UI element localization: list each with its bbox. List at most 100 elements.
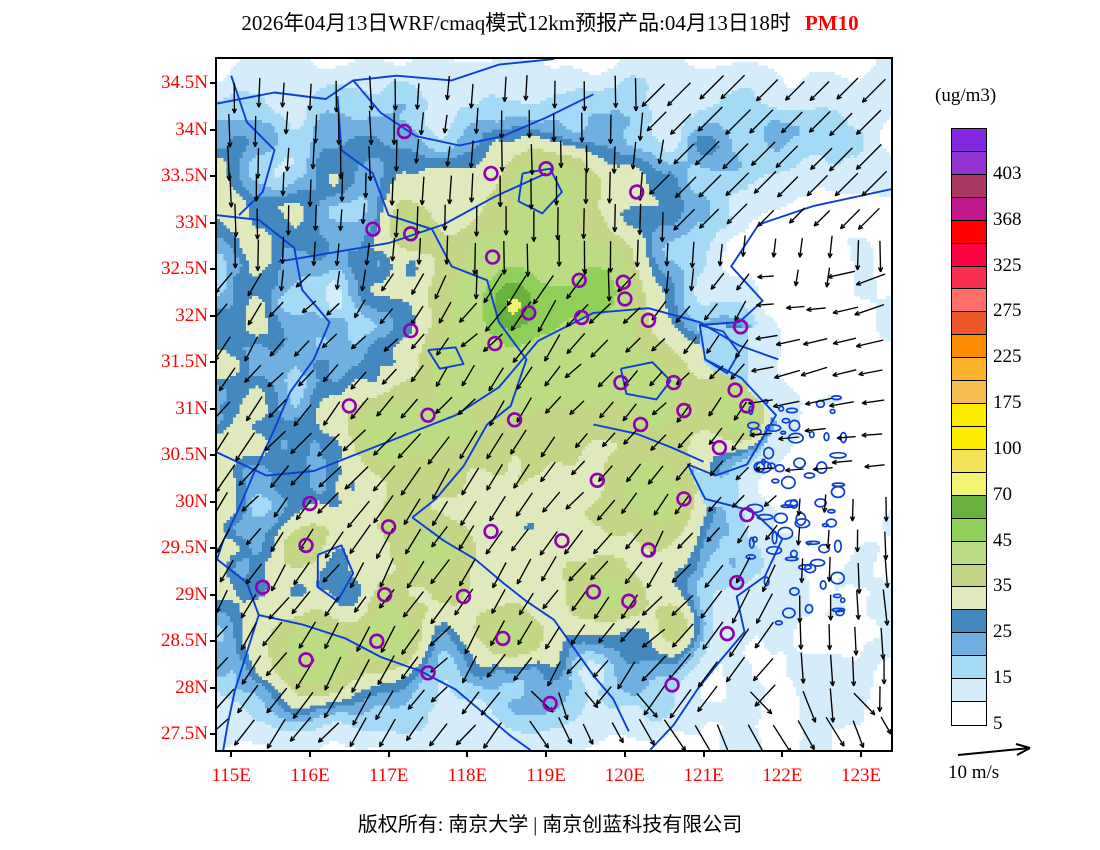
colorbar[interactable] [951, 128, 987, 726]
lat-tick-mark [210, 547, 217, 550]
lat-tick-mark [210, 314, 217, 317]
colorbar-band [952, 197, 986, 221]
lon-tick-label: 118E [447, 765, 488, 786]
colorbar-level-label: 100 [993, 437, 1022, 459]
lat-tick-mark [210, 407, 217, 410]
colorbar-level-label: 325 [993, 254, 1022, 276]
lat-tick-label: 27.5N [161, 723, 208, 745]
lon-tick-label: 122E [762, 765, 803, 786]
lat-tick-label: 28N [175, 676, 208, 698]
colorbar-level-label: 5 [993, 713, 1003, 734]
lat-tick-label: 31.5N [161, 351, 208, 373]
lon-tick-label: 121E [683, 765, 724, 786]
lat-tick-mark [210, 221, 217, 224]
lat-tick-label: 30.5N [161, 444, 208, 466]
pm10-filled-contours [217, 59, 891, 750]
colorbar-band [952, 587, 986, 611]
city-station-markers[interactable] [254, 123, 755, 712]
lon-tick-mark [781, 750, 784, 757]
colorbar-band [952, 174, 986, 198]
colorbar-band [952, 335, 986, 359]
colorbar-level-label: 45 [993, 529, 1012, 551]
lat-tick-label: 31N [175, 397, 208, 419]
lon-tick-mark [230, 750, 233, 757]
lat-tick-label: 32N [175, 304, 208, 326]
colorbar-level-label: 15 [993, 667, 1012, 689]
lon-tick-mark [702, 750, 705, 757]
pm10-contour-map [217, 59, 891, 750]
title-species-label: PM10 [804, 11, 859, 35]
lon-tick-label: 120E [604, 765, 645, 786]
colorbar-band [952, 679, 986, 703]
colorbar-level-label: 25 [993, 621, 1012, 643]
colorbar-band [952, 564, 986, 588]
colorbar-band [952, 289, 986, 313]
lon-tick-label: 117E [368, 765, 409, 786]
lon-tick-label: 116E [290, 765, 330, 786]
lat-tick-mark [210, 128, 217, 131]
lat-tick-label: 29N [175, 583, 208, 605]
lat-tick-label: 34.5N [161, 72, 208, 94]
lat-tick-label: 34N [175, 118, 208, 140]
colorbar-band [952, 312, 986, 336]
lat-tick-label: 33N [175, 211, 208, 233]
lon-tick-mark [860, 750, 863, 757]
colorbar-band [952, 151, 986, 175]
colorbar-level-label: 275 [993, 300, 1022, 322]
map-plot-area[interactable] [215, 57, 893, 752]
lon-tick-mark [545, 750, 548, 757]
colorbar-band [952, 702, 986, 725]
lat-tick-mark [210, 175, 217, 178]
colorbar-level-label: 70 [993, 483, 1012, 505]
colorbar-band [952, 495, 986, 519]
wind-scale-legend: 10 m/s [948, 740, 1088, 788]
colorbar-level-label: 35 [993, 575, 1012, 597]
wind-scale-label: 10 m/s [948, 762, 1000, 783]
lat-tick-mark [210, 593, 217, 596]
colorbar-band [952, 472, 986, 496]
lat-tick-mark [210, 686, 217, 689]
lat-tick-label: 28.5N [161, 630, 208, 652]
lat-tick-label: 30N [175, 490, 208, 512]
lat-tick-label: 33.5N [161, 165, 208, 187]
colorbar-band [952, 358, 986, 382]
copyright-footer: 版权所有: 南京大学 | 南京创蓝科技有限公司 [357, 814, 743, 836]
lat-tick-mark [210, 454, 217, 457]
colorbar-band [952, 449, 986, 473]
lon-tick-label: 123E [841, 765, 882, 786]
colorbar-band [952, 220, 986, 244]
colorbar-band [952, 404, 986, 427]
lon-tick-mark [387, 750, 390, 757]
longitude-axis: 115E 116E 117E 118E 119E 120E 121E 122E 123E [211, 750, 893, 787]
colorbar-band [952, 243, 986, 267]
colorbar-level-label: 175 [993, 392, 1022, 414]
title-text: 2026年04月13日WRF/cmaq模式12km预报产品:04月13日18时 [241, 11, 791, 35]
lat-tick-mark [210, 361, 217, 364]
colorbar-band [952, 518, 986, 542]
lon-tick-mark [466, 750, 469, 757]
lat-tick-mark [210, 500, 217, 503]
wind-vector-field [217, 74, 891, 750]
lon-tick-label: 119E [526, 765, 566, 786]
colorbar-band [952, 381, 986, 405]
colorbar-band [952, 426, 986, 450]
colorbar-band [952, 610, 986, 634]
lon-tick-mark [623, 750, 626, 757]
colorbar-band [952, 129, 986, 152]
lon-tick-label: 115E [211, 765, 251, 786]
lat-tick-mark [210, 82, 217, 85]
colorbar-band [952, 656, 986, 680]
colorbar-tick-labels: 403 368 325 275 225 175 100 70 45 35 25 15 5 [993, 128, 1093, 734]
lon-tick-mark [308, 750, 311, 757]
colorbar-band [952, 266, 986, 290]
page-title: 2026年04月13日WRF/cmaq模式12km预报产品:04月13日18时 P… [0, 7, 1100, 37]
colorbar-level-label: 225 [993, 346, 1022, 368]
lat-tick-label: 32.5N [161, 258, 208, 280]
lat-tick-mark [210, 733, 217, 736]
lat-tick-mark [210, 268, 217, 271]
colorbar-band [952, 541, 986, 565]
lat-tick-mark [210, 640, 217, 643]
colorbar-band [952, 633, 986, 657]
colorbar-units-label: (ug/m3) [935, 85, 997, 106]
